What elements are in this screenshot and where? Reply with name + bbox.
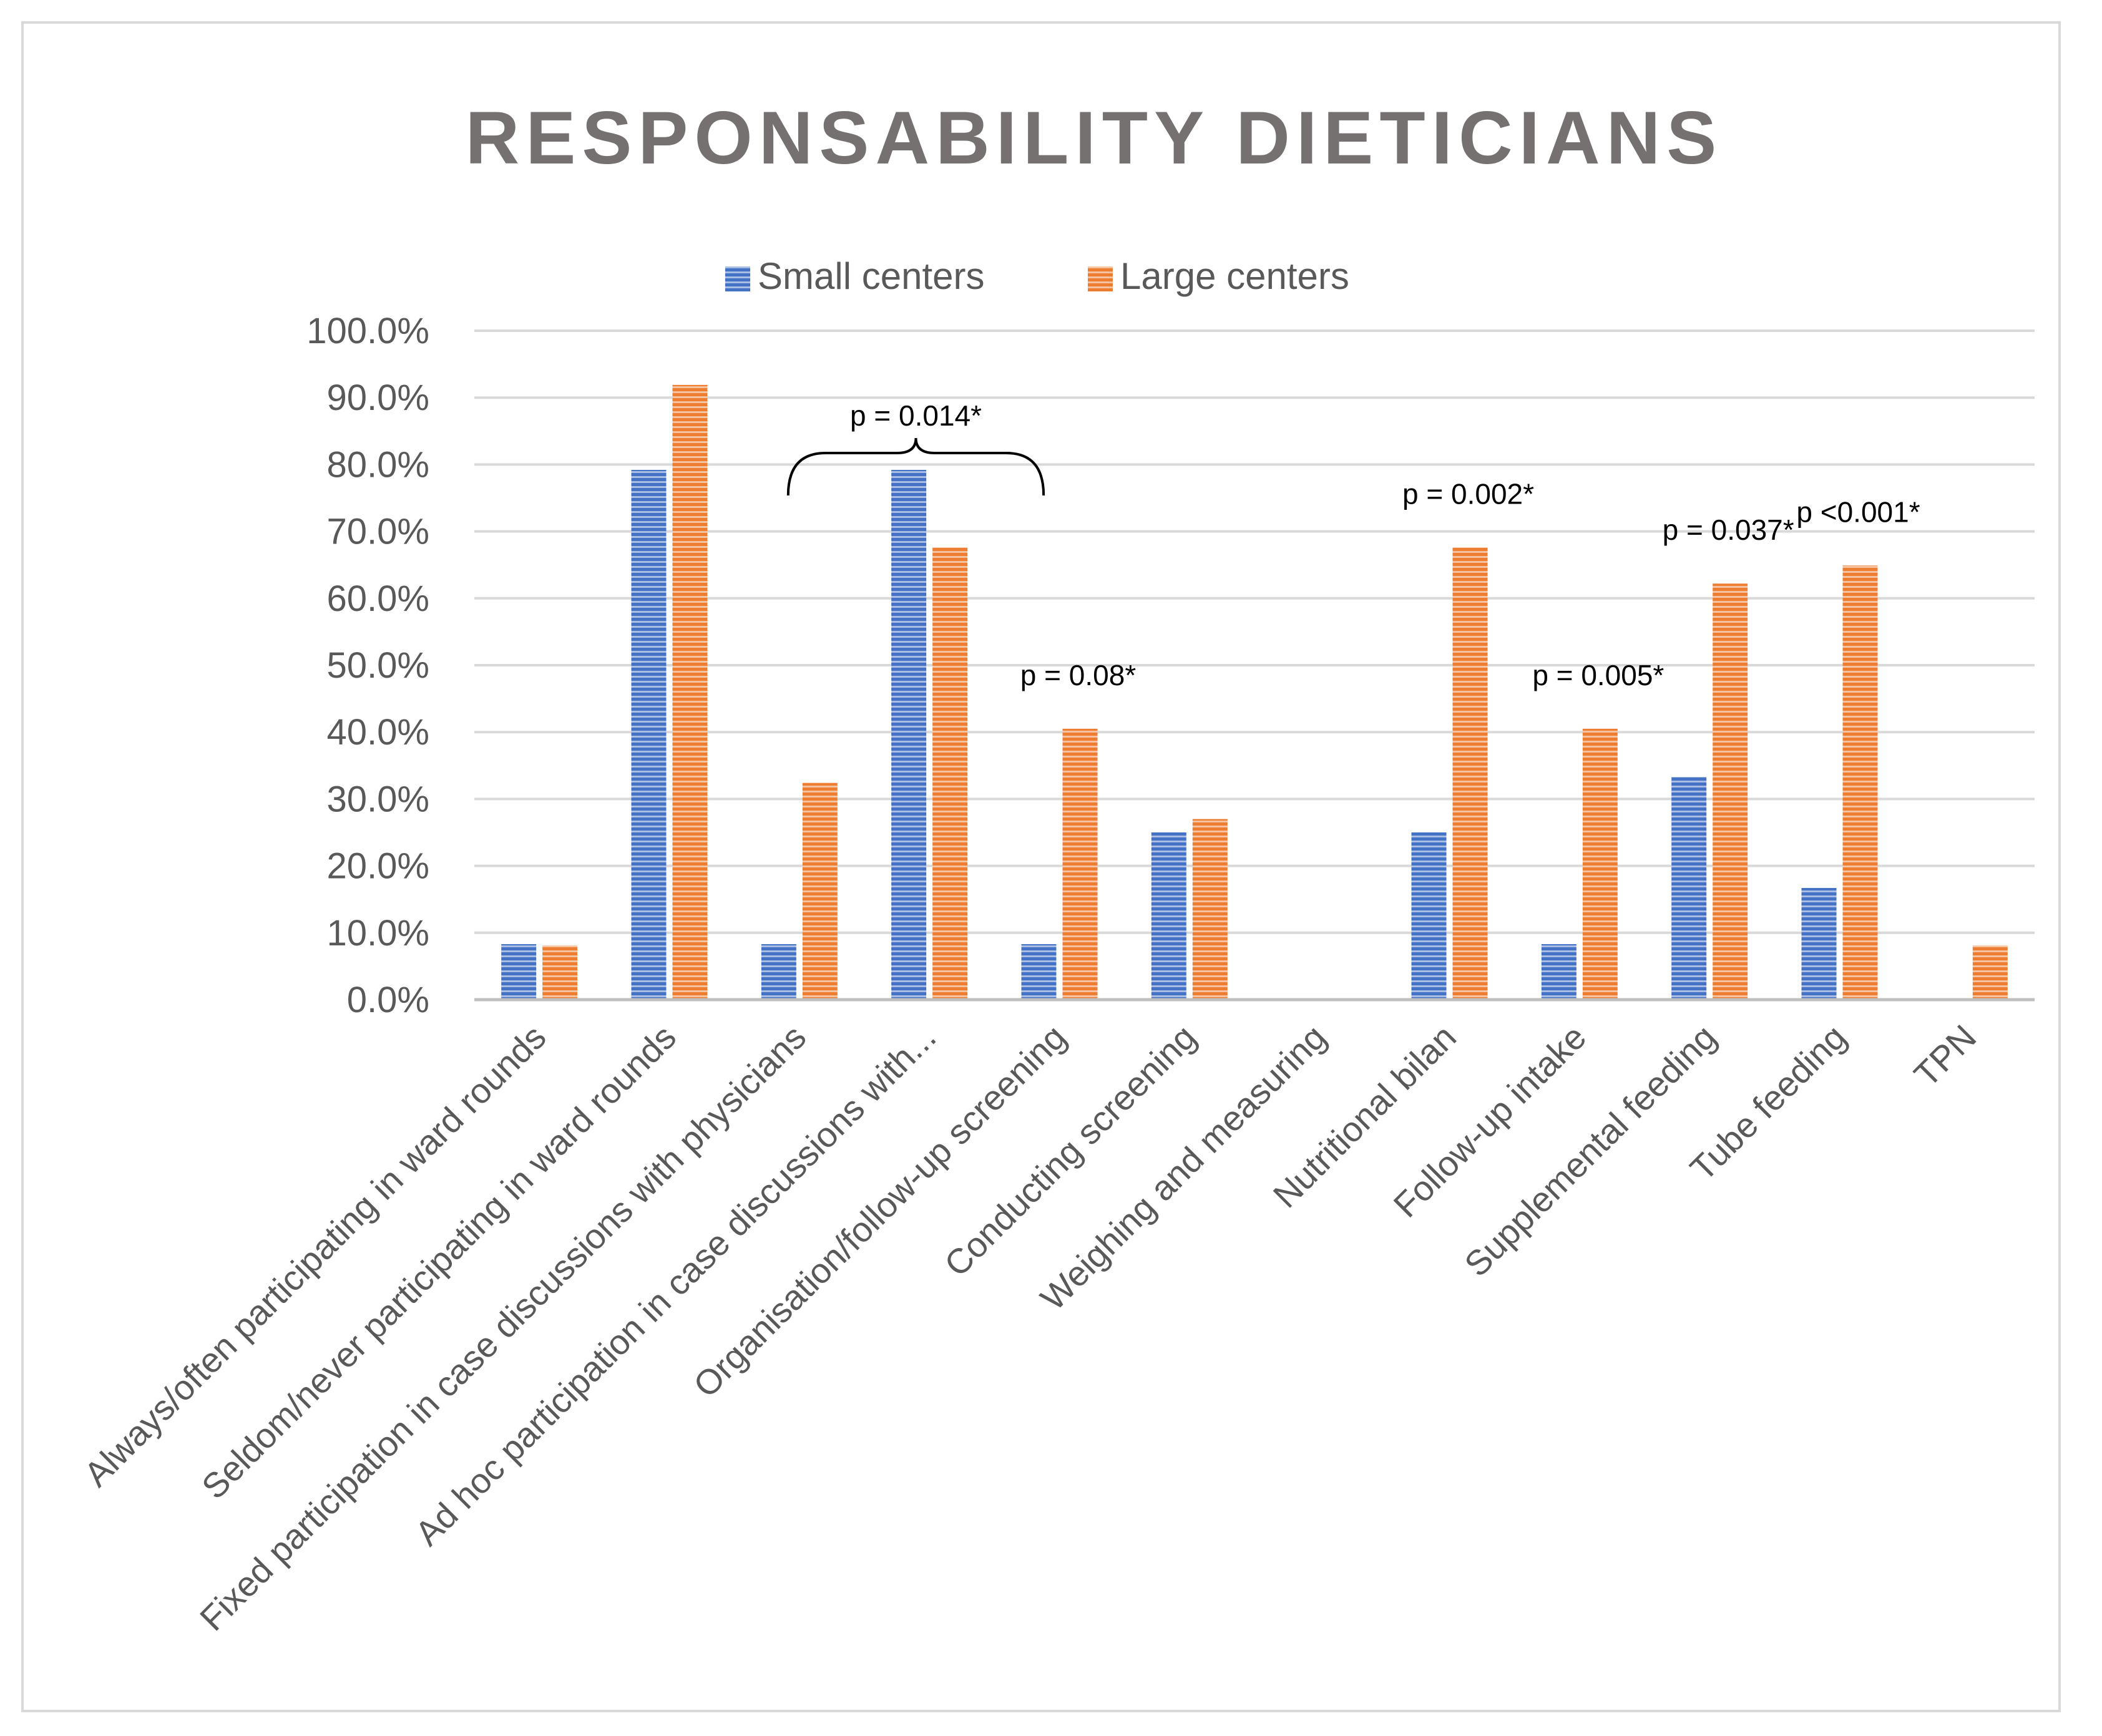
y-axis-ticks: 0.0% 10.0% 20.0% 30.0% 40.0% 50.0% 60.0% 70.0% 8… [306,311,429,1020]
legend-swatch-large-centers [1088,266,1113,291]
x-tick-label: Supplemental feeding [1457,1017,1724,1284]
chart-title: RESPONSABILITY DIETICIANS [466,96,1723,180]
bar-large-centers [1062,728,1098,1000]
bar-large-centers [1972,945,2008,1000]
p-value-annotation: p = 0.014* [850,399,982,432]
bar-small-centers [891,469,927,1000]
y-tick-label: 50.0% [327,645,429,686]
significance-bracket [786,437,1045,496]
p-value-annotation: p = 0.08* [1020,659,1137,691]
bar-small-centers [631,469,667,1000]
p-value-annotation: p = 0.037* [1663,514,1794,546]
legend-swatch-small-centers [725,266,750,291]
bar-small-centers [501,944,537,1000]
bars [501,384,2008,1000]
p-value-annotation: p <0.001* [1796,495,1920,528]
bar-small-centers [1671,777,1707,1000]
bar-large-centers [542,945,578,1000]
x-tick-label: Always/often participating in ward round… [76,1017,553,1494]
x-axis-ticks: Always/often participating in ward round… [76,1017,1983,1638]
bar-large-centers [1192,819,1228,1000]
annotations: p = 0.014* p = 0.08* p = 0.002* p = 0.005* p… [786,399,1920,691]
bar-chart: RESPONSABILITY DIETICIANS Small centers … [76,96,2035,1638]
y-tick-label: 10.0% [327,913,429,953]
p-value-annotation: p = 0.005* [1532,659,1664,691]
y-tick-label: 30.0% [327,779,429,819]
bar-small-centers [1021,944,1057,1000]
bar-large-centers [1452,547,1488,1000]
y-tick-label: 70.0% [327,512,429,552]
chart-frame: RESPONSABILITY DIETICIANS Small centers … [21,21,2061,1712]
bar-large-centers [1842,565,1878,1000]
x-tick-label: Conducting screening [937,1017,1204,1284]
bar-small-centers [1151,832,1186,1000]
bar-small-centers [1541,944,1576,1000]
p-value-annotation: p = 0.002* [1402,477,1534,510]
bar-small-centers [1411,832,1447,1000]
legend: Small centers Large centers [725,255,1349,297]
bar-large-centers [802,783,838,1000]
y-tick-label: 0.0% [347,980,429,1020]
x-tick-label: TPN [1907,1017,1984,1095]
y-tick-label: 80.0% [327,444,429,485]
bar-small-centers [761,944,796,1000]
bar-large-centers [1713,583,1748,1000]
bar-large-centers [672,384,708,1000]
y-tick-label: 20.0% [327,846,429,887]
gridlines [474,329,2035,934]
bar-small-centers [1801,887,1837,1000]
y-tick-label: 40.0% [327,712,429,753]
y-tick-label: 60.0% [327,578,429,619]
legend-label-small-centers: Small centers [758,255,984,297]
legend-label-large-centers: Large centers [1120,255,1349,297]
bar-large-centers [1582,728,1618,1000]
x-tick-label: Seldom/never participating in ward round… [194,1017,683,1506]
y-tick-label: 90.0% [327,378,429,418]
bar-large-centers [932,547,968,1000]
x-tick-label: Fixed participation in case discussions … [192,1017,813,1638]
y-tick-label: 100.0% [306,311,429,351]
